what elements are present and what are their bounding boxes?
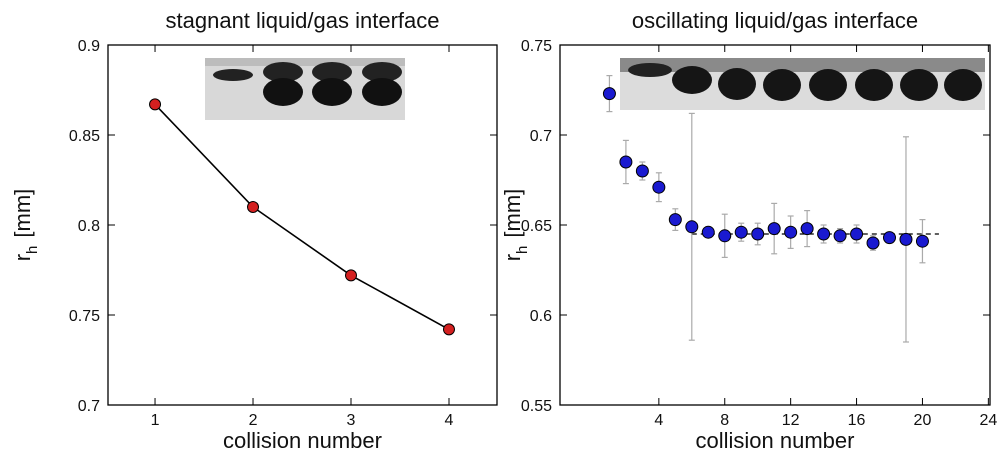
marker — [701, 225, 715, 239]
x-tick-label: 24 — [979, 412, 997, 429]
x-tick-label: 2 — [249, 412, 258, 429]
marker — [718, 229, 732, 243]
x-tick-label: 8 — [720, 412, 729, 429]
x-tick-label: 16 — [848, 412, 866, 429]
y-label-main: r — [500, 254, 525, 261]
marker — [668, 213, 682, 227]
marker — [817, 227, 831, 241]
marker — [652, 180, 666, 194]
x-tick-label: 20 — [914, 412, 932, 429]
marker — [149, 98, 162, 111]
marker — [247, 201, 260, 213]
y-tick-label: 0.6 — [530, 308, 552, 325]
chart-title: stagnant liquid/gas interface — [166, 8, 440, 33]
data-line — [154, 103, 450, 331]
x-tick-label: 4 — [445, 412, 454, 429]
y-tick-label: 0.75 — [521, 38, 552, 55]
marker — [784, 225, 798, 239]
marker — [833, 229, 847, 243]
y-axis-label: rh [mm] — [10, 189, 41, 262]
marker — [685, 220, 699, 234]
marker — [751, 227, 765, 241]
marker — [767, 222, 781, 236]
y-tick-label: 0.85 — [69, 128, 100, 145]
x-tick-label: 3 — [347, 412, 356, 429]
marker — [850, 227, 864, 241]
panel: stagnant liquid/gas interface collision n… — [10, 8, 498, 453]
x-tick-label: 1 — [151, 412, 160, 429]
marker — [866, 236, 880, 250]
marker — [915, 234, 929, 248]
marker — [899, 232, 913, 246]
panel: oscillating liquid/gas interface collisio… — [500, 8, 997, 453]
inset-photo-right — [620, 58, 985, 110]
marker — [883, 231, 897, 245]
marker — [734, 225, 748, 239]
y-tick-label: 0.7 — [78, 398, 100, 415]
y-label-main: r — [10, 254, 35, 261]
marker — [602, 87, 616, 101]
y-tick-label: 0.9 — [78, 38, 100, 55]
y-axis-label: rh [mm] — [500, 189, 531, 262]
x-tick-label: 4 — [654, 412, 663, 429]
inset-photo-left — [205, 58, 405, 120]
y-label-sub: h — [24, 246, 41, 254]
y-tick-label: 0.75 — [69, 308, 100, 325]
marker — [345, 269, 358, 282]
marker — [619, 155, 633, 169]
y-tick-label: 0.55 — [521, 398, 552, 415]
chart-title: oscillating liquid/gas interface — [632, 8, 918, 33]
y-tick-label: 0.8 — [78, 218, 100, 235]
marker — [800, 222, 814, 236]
y-tick-label: 0.65 — [521, 218, 552, 235]
y-label-sub: h — [514, 246, 531, 254]
x-tick-label: 12 — [782, 412, 800, 429]
y-label-unit: [mm] — [10, 189, 35, 238]
x-axis-label: collision number — [223, 428, 382, 453]
y-label-unit: [mm] — [500, 189, 525, 238]
marker — [442, 323, 455, 336]
x-axis-label: collision number — [696, 428, 855, 453]
y-tick-label: 0.7 — [530, 128, 552, 145]
marker — [635, 164, 649, 178]
